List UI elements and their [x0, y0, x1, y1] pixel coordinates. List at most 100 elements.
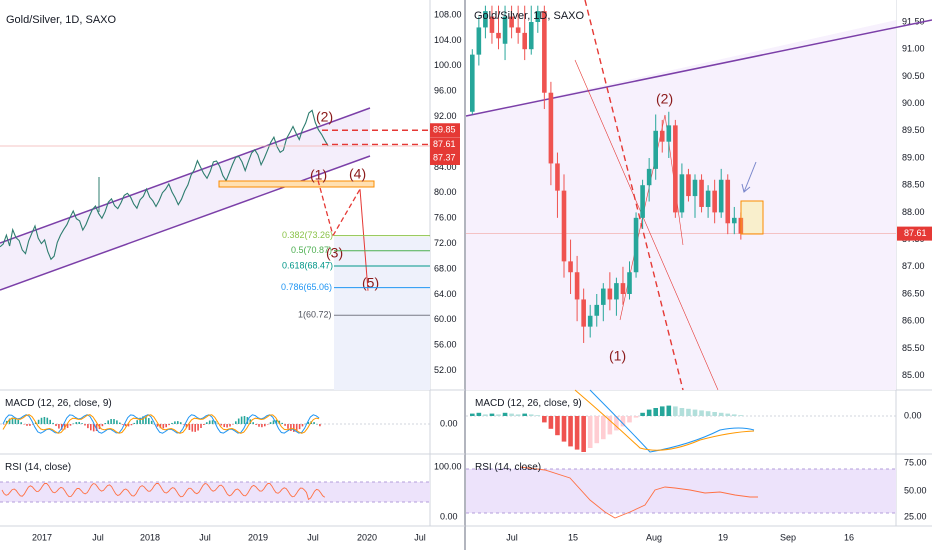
left-support-box: [218, 180, 375, 188]
right-candle-body: [633, 217, 639, 273]
left-channel-upper: [0, 107, 371, 244]
left-wave-label-3: (3): [326, 245, 343, 261]
left-macd-bar: [32, 424, 34, 425]
left-macd-bar: [237, 418, 240, 424]
right-candle-body: [483, 11, 488, 28]
right-dashed-downtrend: [584, 0, 684, 391]
right-macd-title: MACD (12, 26, close, 9): [475, 398, 582, 409]
right-price-tick: 86.50: [902, 288, 925, 298]
left-time-label: Jul: [92, 532, 104, 542]
right-macd-bar: [692, 409, 698, 416]
right-macd-bar: [673, 406, 678, 416]
right-candle-body: [718, 179, 724, 213]
left-fib-label: 1(60.72): [298, 310, 332, 320]
right-time-label: Aug: [646, 532, 662, 542]
left-macd-bar: [232, 424, 234, 425]
left-macd-bar: [188, 424, 191, 430]
left-macd-bar: [58, 424, 60, 429]
right-macd-bar: [515, 414, 521, 416]
right-candle-body: [476, 27, 482, 55]
right-macd-bar: [607, 416, 613, 435]
left-macd-bar: [52, 422, 54, 424]
left-time-label: Jul: [199, 532, 211, 542]
right-price-tick: 88.50: [902, 180, 925, 190]
left-macd-bar: [55, 424, 57, 427]
right-macd-bar: [620, 416, 626, 427]
left-fib-label: 0.5(70.87): [291, 245, 332, 255]
left-fib-label: 0.382(73.26): [282, 230, 333, 240]
left-price-tick: 64.00: [434, 289, 457, 299]
left-macd-bar: [5, 420, 8, 424]
left-macd-bar: [87, 424, 89, 429]
right-candle-body: [659, 130, 665, 142]
left-price-tick: 96.00: [434, 86, 457, 96]
right-candle-body: [522, 32, 527, 50]
left-fib-label: 0.786(65.06): [281, 282, 332, 292]
left-macd-bar: [171, 422, 173, 424]
right-candle-body: [489, 16, 495, 33]
right-macd-bar: [666, 405, 672, 416]
left-fib-label: 0.618(68.47): [282, 260, 333, 270]
left-price-tick: 76.00: [434, 213, 457, 223]
right-candle-body: [705, 190, 711, 207]
left-price-series: [0, 109, 329, 261]
right-macd-bar: [601, 416, 606, 440]
right-price-tick: 89.50: [902, 125, 925, 135]
left-macd-bar: [200, 424, 202, 429]
right-price-tick: 85.00: [902, 370, 925, 380]
left-macd-bar: [295, 424, 298, 432]
right-candle-body: [515, 27, 521, 33]
right-trendline: [465, 19, 932, 117]
right-macd-line: [589, 389, 755, 453]
right-rsi-band: [466, 469, 896, 513]
right-candle-body: [627, 272, 632, 294]
left-macd-bar: [211, 420, 214, 424]
right-candle-body: [601, 288, 606, 305]
right-macd-bar: [568, 416, 573, 447]
right-rsi-tick: 75.00: [904, 457, 927, 467]
left-price-tick: 52.00: [434, 365, 457, 375]
left-macd-bar: [185, 424, 188, 428]
right-candle-body: [607, 288, 613, 300]
left-macd-bar: [8, 418, 11, 424]
left-macd-bar: [133, 422, 136, 424]
left-macd-bar: [316, 423, 318, 425]
left-wave-label-4: (4): [349, 166, 366, 182]
left-macd-bar: [11, 417, 14, 424]
right-candle-body: [587, 315, 593, 327]
right-macd-bar: [548, 416, 554, 429]
right-macd-bar: [587, 416, 593, 448]
right-wave-label-1: (1): [609, 348, 626, 364]
left-macd-bar: [150, 420, 153, 424]
right-macd-tick: 0.00: [904, 410, 922, 420]
left-macd-bar: [278, 420, 281, 424]
left-macd-bar: [243, 416, 246, 424]
right-price-tick: 89.00: [902, 152, 925, 162]
left-macd-bar: [107, 420, 109, 424]
right-macd-bar: [483, 414, 488, 416]
left-macd-bar: [194, 424, 196, 432]
right-rsi-tick: 25.00: [904, 511, 927, 521]
right-macd-bar: [732, 414, 737, 416]
left-macd-bar: [63, 424, 66, 430]
right-price-tick: 87.00: [902, 261, 925, 271]
left-channel-lower: [0, 155, 371, 291]
right-candle-body: [692, 179, 698, 197]
right-macd-bar: [555, 416, 560, 436]
left-macd-bar: [174, 421, 176, 424]
right-candle-body: [509, 16, 514, 28]
left-macd-bar: [17, 419, 20, 424]
left-macd-bar: [179, 422, 182, 424]
right-price-badge-label: 87.61: [904, 228, 927, 238]
right-highlight-box: [740, 200, 764, 235]
right-candle-body: [496, 32, 501, 39]
left-macd-bar: [20, 422, 22, 424]
right-macd-bar: [653, 408, 658, 416]
right-candle-body: [653, 130, 658, 169]
left-price-tick: 80.00: [434, 187, 457, 197]
left-macd-bar: [261, 424, 263, 428]
right-candle-body: [568, 261, 573, 273]
left-macd-bar: [275, 419, 278, 424]
left-macd-bar: [92, 424, 95, 432]
